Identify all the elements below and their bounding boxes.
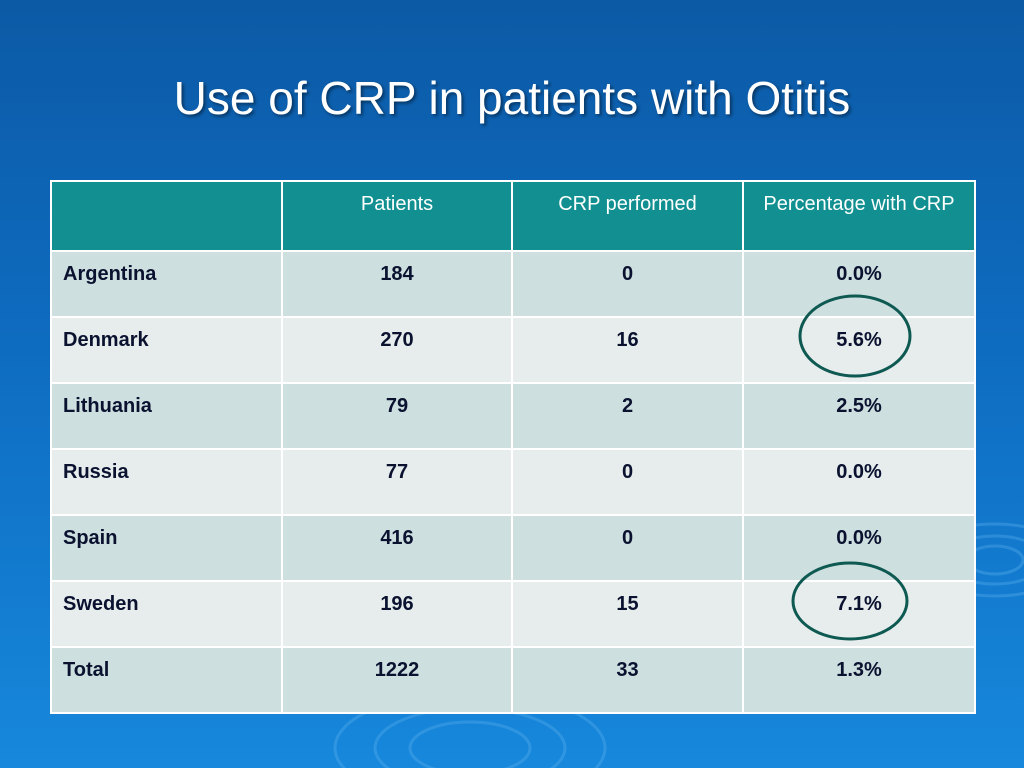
cell-percentage: 0.0% bbox=[742, 514, 976, 582]
slide-title: Use of CRP in patients with Otitis bbox=[173, 72, 851, 124]
header-patients: Patients bbox=[281, 180, 513, 252]
cell-percentage: 2.5% bbox=[742, 382, 976, 450]
table-row: Spain 416 0 0.0% bbox=[50, 514, 976, 582]
cell-percentage: 0.0% bbox=[742, 448, 976, 516]
table-row: Lithuania 79 2 2.5% bbox=[50, 382, 976, 450]
header-percentage-with-crp: Percentage with CRP bbox=[742, 180, 976, 252]
cell-percentage: 5.6% bbox=[742, 316, 976, 384]
cell-crp-performed: 0 bbox=[511, 250, 744, 318]
header-country bbox=[50, 180, 283, 252]
table-header-row: Patients CRP performed Percentage with C… bbox=[50, 180, 976, 252]
cell-patients: 184 bbox=[281, 250, 513, 318]
cell-crp-performed: 33 bbox=[511, 646, 744, 714]
row-country: Lithuania bbox=[50, 382, 283, 450]
cell-patients: 79 bbox=[281, 382, 513, 450]
row-country: Sweden bbox=[50, 580, 283, 648]
table-row: Denmark 270 16 5.6% bbox=[50, 316, 976, 384]
cell-percentage: 7.1% bbox=[742, 580, 976, 648]
cell-patients: 77 bbox=[281, 448, 513, 516]
header-crp-performed: CRP performed bbox=[511, 180, 744, 252]
table-row-total: Total 1222 33 1.3% bbox=[50, 646, 976, 714]
cell-crp-performed: 0 bbox=[511, 514, 744, 582]
row-country: Spain bbox=[50, 514, 283, 582]
row-country: Total bbox=[50, 646, 283, 714]
cell-percentage: 0.0% bbox=[742, 250, 976, 318]
cell-percentage: 1.3% bbox=[742, 646, 976, 714]
table-row: Sweden 196 15 7.1% bbox=[50, 580, 976, 648]
cell-crp-performed: 16 bbox=[511, 316, 744, 384]
cell-crp-performed: 15 bbox=[511, 580, 744, 648]
crp-otitis-table: Patients CRP performed Percentage with C… bbox=[50, 180, 976, 714]
cell-patients: 416 bbox=[281, 514, 513, 582]
cell-patients: 270 bbox=[281, 316, 513, 384]
table-row: Russia 77 0 0.0% bbox=[50, 448, 976, 516]
cell-patients: 1222 bbox=[281, 646, 513, 714]
table-row: Argentina 184 0 0.0% bbox=[50, 250, 976, 318]
row-country: Russia bbox=[50, 448, 283, 516]
cell-crp-performed: 2 bbox=[511, 382, 744, 450]
cell-crp-performed: 0 bbox=[511, 448, 744, 516]
cell-patients: 196 bbox=[281, 580, 513, 648]
row-country: Denmark bbox=[50, 316, 283, 384]
row-country: Argentina bbox=[50, 250, 283, 318]
